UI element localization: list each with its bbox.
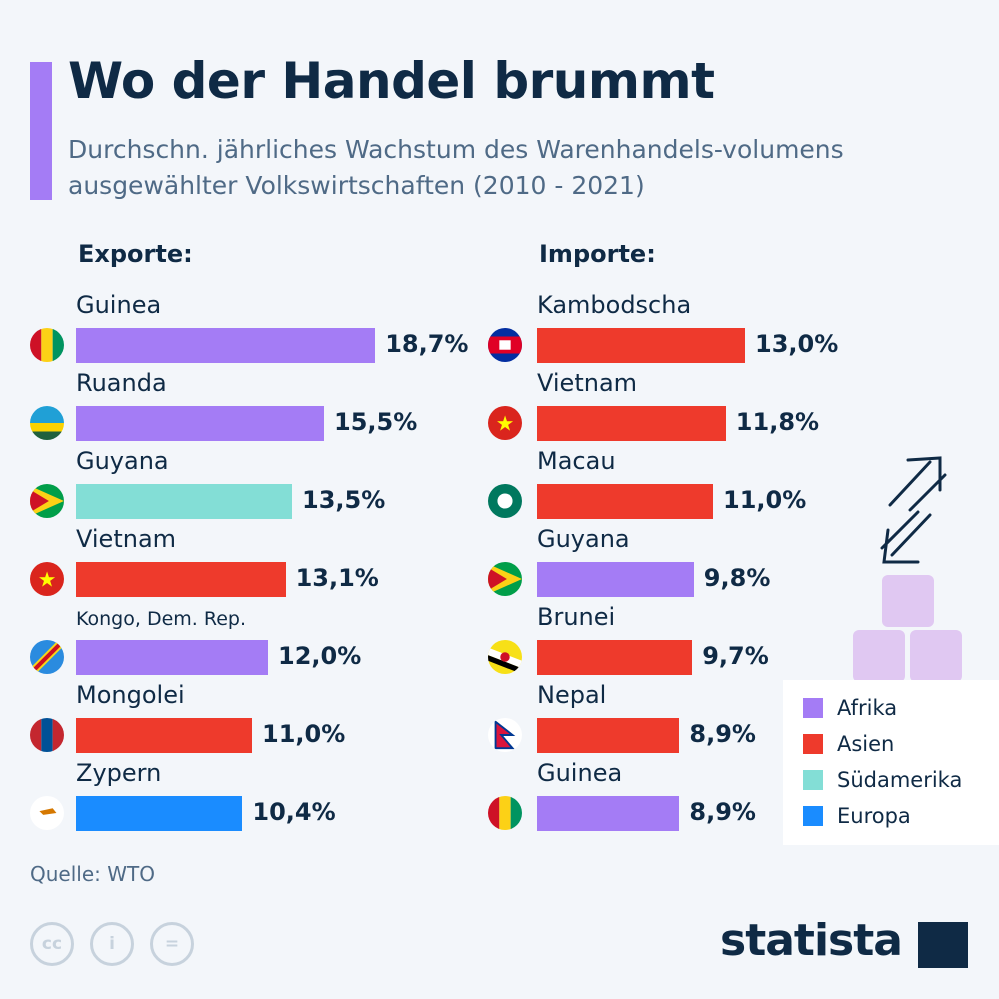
bar-label: Kongo, Dem. Rep. xyxy=(76,608,246,630)
legend-item-europa: Europa xyxy=(803,804,911,828)
bar-label: Ruanda xyxy=(76,369,167,397)
bar-label: Mongolei xyxy=(76,681,185,709)
bar-label: Guyana xyxy=(76,447,169,475)
imports-heading: Importe: xyxy=(539,240,656,268)
statista-logo[interactable]: statista xyxy=(720,915,903,966)
flag-icon xyxy=(488,328,522,362)
box-icon xyxy=(853,630,905,682)
legend-item-asien: Asien xyxy=(803,732,894,756)
bar xyxy=(76,796,243,831)
flag-icon xyxy=(30,328,64,362)
bar xyxy=(537,406,726,441)
flag-icon xyxy=(30,640,64,674)
value-label: 8,9% xyxy=(689,798,756,826)
bar xyxy=(537,796,680,831)
bar-label: Nepal xyxy=(537,681,607,709)
value-label: 11,8% xyxy=(735,408,820,436)
flag-icon: ★ xyxy=(488,406,522,440)
bar-label: Brunei xyxy=(537,603,616,631)
bar xyxy=(537,718,680,753)
bar-label: Macau xyxy=(537,447,616,475)
svg-text:★: ★ xyxy=(496,412,515,436)
value-label: 11,0% xyxy=(723,486,807,514)
bar xyxy=(537,484,713,519)
flag-icon xyxy=(488,562,522,596)
bar-label: Kambodscha xyxy=(537,291,692,319)
value-label: 8,9% xyxy=(689,720,756,748)
title-accent-bar xyxy=(30,62,52,200)
legend-item-suedamerika: Südamerika xyxy=(803,768,962,792)
value-label: 11,0% xyxy=(262,720,346,748)
flag-icon xyxy=(30,796,64,830)
bar-label: Guinea xyxy=(537,759,623,787)
flag-icon xyxy=(488,484,522,518)
flag-icon xyxy=(488,718,522,752)
bar-label: Guinea xyxy=(76,291,162,319)
statista-logo-mark xyxy=(918,922,968,968)
bar xyxy=(76,406,324,441)
bar xyxy=(76,718,252,753)
trade-arrows-icon xyxy=(880,456,947,564)
legend-item-afrika: Afrika xyxy=(803,696,897,720)
value-label: 12,0% xyxy=(278,642,362,670)
source-text: Quelle: WTO xyxy=(30,862,155,886)
subtitle: Durchschn. jährliches Wachstum des Waren… xyxy=(68,135,844,200)
flag-icon xyxy=(488,640,522,674)
value-label: 9,8% xyxy=(703,564,771,592)
value-label: 15,5% xyxy=(334,408,418,436)
exports-heading: Exporte: xyxy=(78,240,193,268)
bar xyxy=(537,562,694,597)
value-label: 13,0% xyxy=(755,330,839,358)
flag-icon xyxy=(30,718,64,752)
cc-license-icon[interactable]: cc xyxy=(30,922,74,966)
value-label: 18,7% xyxy=(385,330,469,358)
bar xyxy=(537,328,745,363)
flag-icon xyxy=(488,796,522,830)
page-title: Wo der Handel brummt xyxy=(68,52,715,110)
bar-label: Vietnam xyxy=(537,369,638,397)
no-derivatives-icon[interactable]: = xyxy=(150,922,194,966)
box-icon xyxy=(910,630,962,682)
flag-icon xyxy=(30,484,64,518)
box-icon xyxy=(882,575,934,627)
bar xyxy=(76,562,286,597)
bar-label: Guyana xyxy=(537,525,630,553)
bar-label: Zypern xyxy=(76,759,162,787)
value-label: 10,4% xyxy=(252,798,336,826)
bar xyxy=(76,328,376,363)
attribution-icon[interactable]: i xyxy=(90,922,134,966)
legend: Afrika Asien Südamerika Europa xyxy=(783,680,999,845)
bar xyxy=(76,484,292,519)
bar xyxy=(76,640,268,675)
value-label: 9,7% xyxy=(702,642,769,670)
bar xyxy=(537,640,693,675)
value-label: 13,1% xyxy=(295,564,379,592)
value-label: 13,5% xyxy=(302,486,386,514)
bar-label: Vietnam xyxy=(76,525,177,553)
flag-icon xyxy=(30,406,64,440)
svg-text:★: ★ xyxy=(38,568,57,592)
flag-icon: ★ xyxy=(30,562,64,596)
